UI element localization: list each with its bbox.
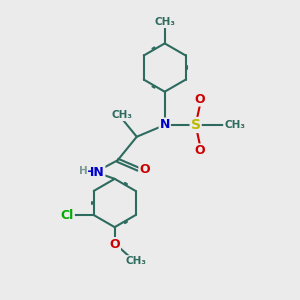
Text: O: O (195, 93, 206, 106)
Text: N: N (160, 118, 170, 131)
Text: CH₃: CH₃ (125, 256, 146, 266)
Text: CH₃: CH₃ (112, 110, 133, 120)
Text: H: H (79, 167, 88, 176)
Text: S: S (190, 118, 201, 132)
Text: CH₃: CH₃ (154, 17, 175, 27)
Text: Cl: Cl (61, 208, 74, 222)
Text: O: O (140, 163, 150, 176)
Text: O: O (110, 238, 120, 251)
Text: CH₃: CH₃ (224, 120, 245, 130)
Text: HN: HN (84, 166, 104, 178)
Text: O: O (195, 144, 206, 158)
